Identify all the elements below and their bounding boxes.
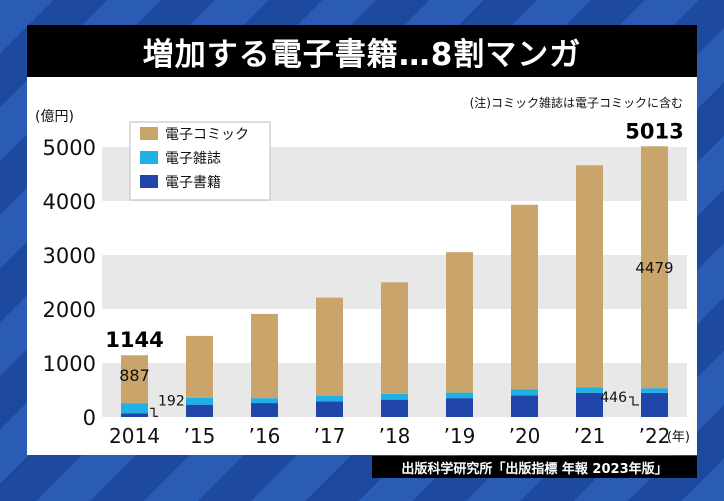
legend-swatch	[140, 151, 158, 164]
x-tick-label: ’18	[379, 424, 411, 448]
legend-swatch	[140, 175, 158, 188]
bar-segment	[251, 313, 278, 399]
chart-note: (注)コミック雑誌は電子コミックに含む	[470, 95, 683, 110]
legend-label: 電子雑誌	[165, 151, 221, 167]
x-tick-label: ’22	[639, 424, 671, 448]
bar-segment	[446, 252, 473, 393]
comic-value-2022: 4479	[635, 259, 673, 277]
y-tick-label: 3000	[43, 244, 96, 268]
x-tick-label: 2014	[109, 424, 160, 448]
bar-segment	[251, 398, 278, 404]
bar-segment	[381, 282, 408, 394]
x-tick-label: ’20	[509, 424, 541, 448]
x-tick-label: ’15	[184, 424, 216, 448]
comic-value-2014: 887	[119, 366, 150, 385]
y-axis-label: (億円)	[35, 109, 74, 125]
y-tick-label: 0	[83, 406, 96, 430]
bar-segment	[446, 398, 473, 417]
bar-segment	[381, 393, 408, 400]
bar-segment	[316, 395, 343, 402]
bar-segment	[511, 204, 538, 390]
y-tick-label: 5000	[43, 136, 96, 160]
bar-segment	[121, 413, 148, 417]
bar-segment	[511, 395, 538, 417]
bar-segment	[641, 146, 668, 389]
bar-segment	[576, 392, 603, 417]
legend-swatch	[140, 127, 158, 140]
legend-label: 電子コミック	[165, 127, 249, 143]
stacked-bar-chart: 5000 4000 3000 2000 1000 0 (億円) 2014 ’15 ’16 ’17 ’1…	[35, 95, 690, 448]
bar-segment	[121, 403, 148, 414]
bar-segment	[641, 388, 668, 393]
y-tick-label: 2000	[43, 298, 96, 322]
magazine-value-2014: 192	[158, 393, 185, 409]
y-tick-label: 1000	[43, 352, 96, 376]
source-caption: 出版科学研究所「出版指標 年報 2023年版」	[372, 456, 697, 478]
bar-segment	[186, 404, 213, 417]
bar-segment	[121, 355, 148, 404]
x-tick-label: ’17	[314, 424, 346, 448]
bar-segment	[446, 392, 473, 399]
page-title: 増加する電子書籍…8割マンガ	[27, 25, 697, 77]
bar-segment	[316, 401, 343, 417]
bar-segment	[186, 397, 213, 405]
x-tick-label: ’19	[444, 424, 476, 448]
x-axis-unit: (年)	[667, 430, 690, 445]
book-callout-line	[629, 396, 639, 406]
bar-segment	[316, 297, 343, 396]
bar-segment	[251, 403, 278, 417]
chart-panel: 5000 4000 3000 2000 1000 0 (億円) 2014 ’15 ’16 ’17 ’1…	[27, 77, 697, 455]
bar-segment	[381, 399, 408, 417]
bar-segment	[511, 389, 538, 396]
book-value-2022: 446	[600, 390, 627, 406]
x-tick-label: ’16	[249, 424, 281, 448]
bar-segment	[186, 335, 213, 398]
bar-segment	[576, 387, 603, 393]
magazine-callout-line	[150, 407, 158, 417]
bar-segment	[576, 165, 603, 388]
legend-label: 電子書籍	[165, 174, 221, 191]
total-label-2014: 1144	[105, 328, 163, 352]
y-tick-label: 4000	[43, 190, 96, 214]
total-label-2022: 5013	[625, 119, 683, 143]
bar-segment	[641, 392, 668, 417]
x-tick-label: ’21	[574, 424, 606, 448]
